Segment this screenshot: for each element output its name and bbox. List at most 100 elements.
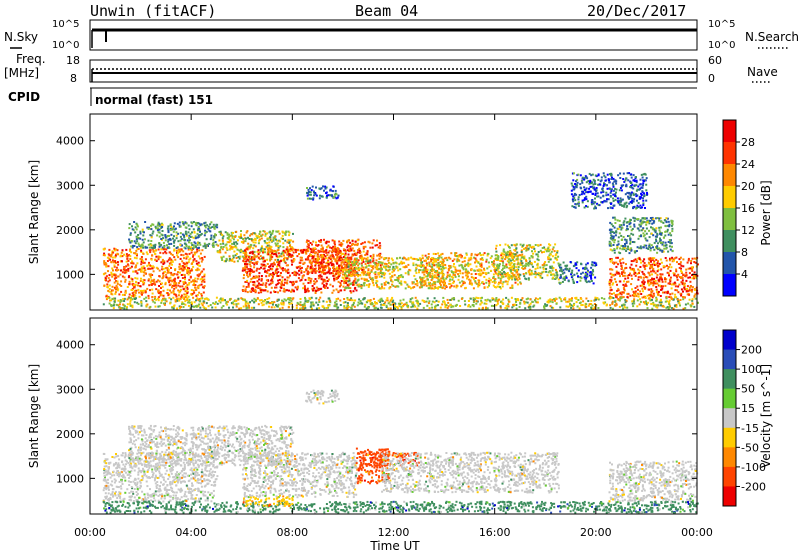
range-cell (175, 247, 178, 249)
range-cell (499, 270, 501, 273)
range-cell (641, 287, 644, 290)
range-cell (113, 277, 116, 280)
range-cell (468, 282, 471, 285)
range-cell (655, 258, 658, 261)
range-cell (301, 276, 304, 279)
range-cell (569, 261, 572, 263)
range-cell (304, 258, 307, 261)
range-cell (508, 251, 511, 254)
range-cell (315, 270, 318, 273)
range-cell (344, 264, 347, 267)
range-cell (233, 260, 236, 263)
range-cell (195, 305, 198, 308)
range-cell (158, 280, 161, 283)
range-cell (445, 286, 448, 288)
range-cell (486, 298, 489, 301)
range-cell (347, 264, 350, 267)
range-cell (428, 265, 431, 267)
range-cell (258, 233, 261, 235)
range-cell (530, 272, 533, 274)
range-cell (306, 289, 309, 291)
range-cell (226, 232, 229, 235)
range-cell (632, 290, 635, 293)
range-cell (164, 239, 167, 242)
range-cell (327, 271, 330, 274)
range-cell (117, 275, 120, 278)
range-cell (676, 276, 679, 279)
range-cell (685, 271, 688, 274)
range-cell (617, 243, 620, 246)
range-cell (192, 254, 195, 257)
range-cell (431, 261, 434, 264)
range-cell (453, 280, 455, 283)
range-cell (640, 229, 643, 232)
range-cell (591, 268, 594, 271)
range-cell (129, 248, 132, 251)
range-cell (140, 304, 143, 307)
range-cell (158, 275, 161, 278)
range-cell (132, 244, 134, 247)
range-cell (276, 265, 278, 268)
range-cell (613, 251, 616, 254)
range-cell (551, 298, 554, 301)
range-cell (613, 241, 616, 244)
range-cell (276, 261, 279, 264)
range-cell (509, 255, 512, 258)
range-cell (193, 258, 196, 261)
range-cell (518, 277, 521, 280)
range-cell (618, 225, 621, 228)
range-cell (292, 282, 294, 285)
range-cell (166, 271, 169, 274)
range-cell (644, 264, 647, 267)
range-cell (218, 239, 221, 242)
range-cell (158, 235, 161, 238)
range-cell (166, 288, 169, 291)
range-cell (322, 271, 324, 274)
range-cell (232, 256, 235, 259)
range-cell (689, 280, 692, 283)
range-cell (304, 291, 307, 294)
range-cell (161, 285, 164, 288)
range-cell (463, 281, 466, 284)
range-cell (692, 275, 695, 278)
range-cell (656, 251, 659, 254)
range-cell (277, 291, 279, 294)
range-cell (203, 234, 206, 237)
range-cell (168, 251, 171, 254)
range-cell (214, 241, 217, 243)
range-cell (289, 274, 291, 277)
range-cell (163, 260, 166, 263)
range-cell (269, 282, 272, 285)
range-cell (219, 243, 222, 246)
range-cell (363, 277, 366, 280)
range-cell (561, 272, 564, 275)
range-cell (552, 306, 555, 309)
range-cell (612, 244, 615, 246)
range-cell (184, 226, 187, 229)
range-cell (253, 263, 256, 266)
range-cell (436, 280, 439, 283)
range-cell (331, 262, 334, 265)
range-cell (185, 257, 188, 260)
range-cell (313, 254, 316, 257)
range-cell (157, 290, 160, 293)
range-cell (351, 254, 354, 257)
range-cell (645, 247, 648, 250)
range-cell (399, 268, 402, 271)
range-cell (245, 270, 248, 273)
range-cell (338, 264, 340, 267)
range-cell (319, 269, 322, 271)
range-cell (252, 241, 255, 244)
range-cell (269, 239, 272, 242)
range-cell (553, 274, 556, 277)
range-cell (469, 258, 472, 261)
range-cell (413, 274, 416, 277)
range-cell (279, 240, 282, 243)
range-cell (246, 254, 249, 257)
range-cell (518, 263, 521, 266)
range-cell (270, 253, 273, 256)
range-cell (644, 268, 647, 271)
range-cell (626, 296, 629, 299)
range-cell (399, 299, 402, 302)
range-cell (415, 258, 418, 261)
